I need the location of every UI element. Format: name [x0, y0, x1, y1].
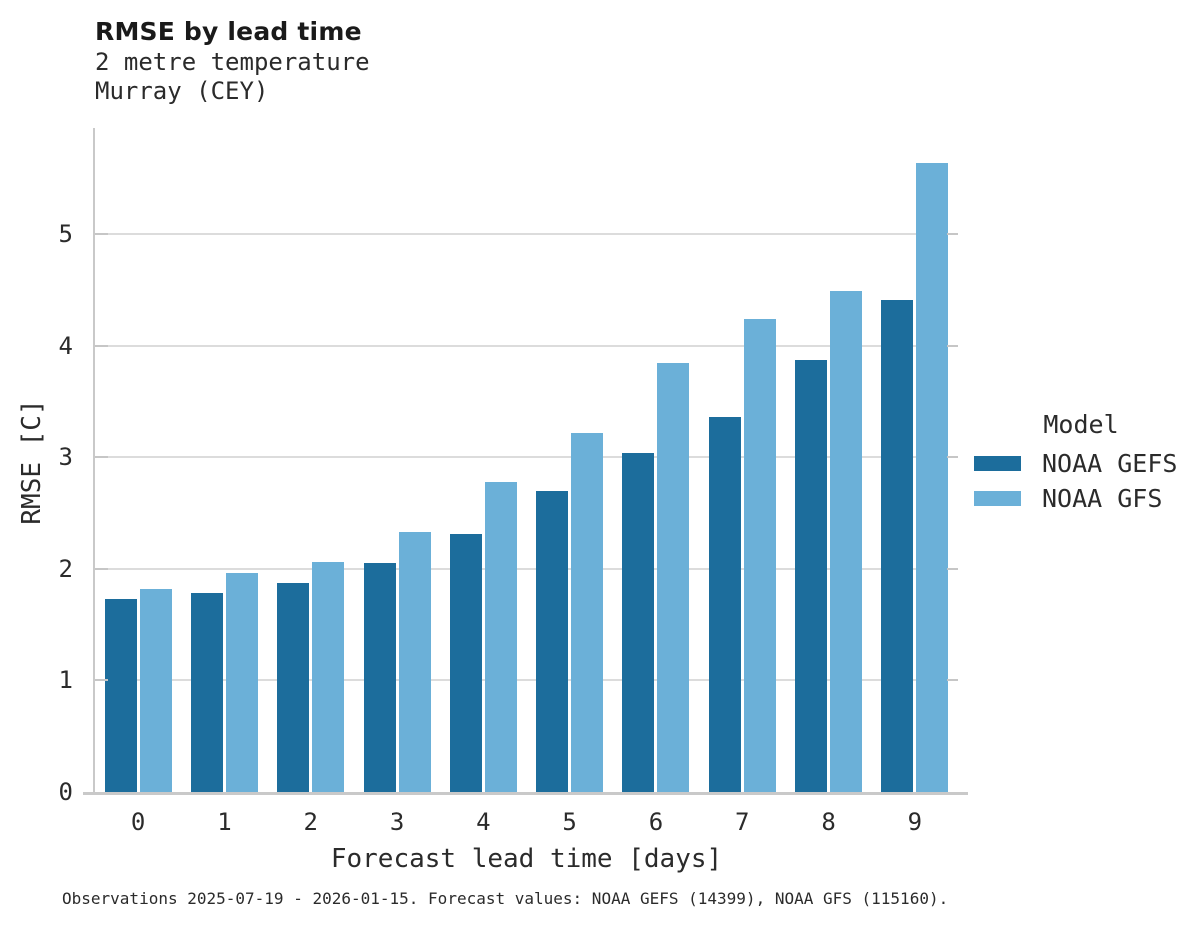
gridline-y-4 — [95, 344, 958, 347]
x-tick-label-3: 3 — [389, 808, 405, 836]
bar-noaa-gefs-day-0 — [104, 598, 137, 792]
bar-noaa-gfs-day-0 — [139, 588, 172, 792]
x-tick-label-8: 8 — [821, 808, 836, 836]
bar-noaa-gefs-day-7 — [708, 417, 741, 792]
chart-subtitle-variable: 2 metre temperature — [95, 48, 370, 76]
x-axis-spine — [83, 792, 968, 795]
y-tick-right-4 — [947, 344, 958, 347]
bar-noaa-gefs-day-6 — [622, 452, 655, 792]
y-tick-label-2: 2 — [58, 554, 73, 583]
y-tick-right-1 — [947, 679, 958, 682]
bar-noaa-gfs-day-7 — [743, 318, 776, 792]
bar-noaa-gfs-day-5 — [571, 432, 604, 792]
y-tick-label-3: 3 — [58, 443, 73, 472]
gridline-y-3 — [95, 456, 958, 459]
bar-noaa-gefs-day-1 — [190, 593, 223, 792]
x-tick-label-0: 0 — [130, 808, 146, 836]
bar-noaa-gfs-day-6 — [657, 363, 690, 792]
y-tick-left-2 — [95, 567, 108, 570]
legend: Model NOAA GEFS NOAA GFS — [974, 410, 1188, 519]
legend-entry-gfs: NOAA GFS — [974, 483, 1188, 513]
y-axis-spine — [93, 128, 95, 795]
x-tick-label-9: 9 — [907, 808, 923, 836]
y-tick-right-3 — [947, 456, 958, 459]
gridline-y-5 — [95, 233, 958, 236]
gridline-y-1 — [95, 679, 958, 682]
legend-entry-gefs: NOAA GEFS — [974, 448, 1188, 478]
y-tick-label-0: 0 — [58, 778, 73, 806]
bar-noaa-gefs-day-3 — [363, 563, 396, 792]
x-tick-label-2: 2 — [303, 808, 318, 836]
y-tick-left-1 — [95, 679, 108, 682]
gridline-y-2 — [95, 567, 958, 570]
y-tick-label-5: 5 — [58, 220, 73, 249]
bar-noaa-gfs-day-1 — [225, 573, 258, 792]
bar-noaa-gfs-day-3 — [398, 531, 431, 792]
plot-area: 0 1 2 3 4 5 — [59, 128, 968, 806]
y-tick-label-1: 1 — [58, 666, 73, 695]
bar-noaa-gefs-day-8 — [795, 360, 828, 792]
chart-subtitle-station: Murray (CEY) — [95, 77, 269, 105]
bar-noaa-gefs-day-5 — [536, 490, 569, 792]
y-tick-left-5 — [95, 233, 108, 236]
y-axis-title: RMSE [C] — [17, 399, 47, 525]
legend-label-gfs: NOAA GFS — [1042, 483, 1163, 513]
title-block: RMSE by lead time 2 metre temperature Mu… — [95, 16, 370, 106]
bar-noaa-gfs-day-9 — [916, 162, 949, 792]
legend-swatch-gefs — [974, 455, 1021, 471]
bar-noaa-gfs-day-8 — [830, 290, 863, 792]
legend-title: Model — [1043, 410, 1119, 439]
bar-noaa-gfs-day-2 — [312, 562, 345, 792]
bar-noaa-gfs-day-4 — [484, 481, 517, 792]
x-axis-title: Forecast lead time [days] — [330, 844, 723, 874]
x-tick-label-6: 6 — [648, 808, 664, 836]
chart-title: RMSE by lead time — [95, 17, 362, 46]
x-tick-label-5: 5 — [562, 808, 577, 836]
x-tick-label-4: 4 — [476, 808, 491, 836]
caption: Observations 2025-07-19 - 2026-01-15. Fo… — [62, 889, 949, 908]
bar-noaa-gefs-day-9 — [881, 299, 914, 792]
y-tick-right-2 — [947, 567, 958, 570]
bar-noaa-gefs-day-4 — [449, 534, 482, 792]
legend-label-gefs: NOAA GEFS — [1042, 448, 1178, 478]
x-tick-label-7: 7 — [735, 808, 750, 836]
legend-swatch-gfs — [974, 490, 1021, 506]
y-tick-left-3 — [95, 456, 108, 459]
y-tick-label-4: 4 — [58, 331, 73, 360]
bar-noaa-gefs-day-2 — [277, 583, 310, 792]
y-tick-left-4 — [95, 344, 108, 347]
y-tick-right-5 — [947, 233, 958, 236]
x-tick-label-1: 1 — [217, 808, 232, 836]
